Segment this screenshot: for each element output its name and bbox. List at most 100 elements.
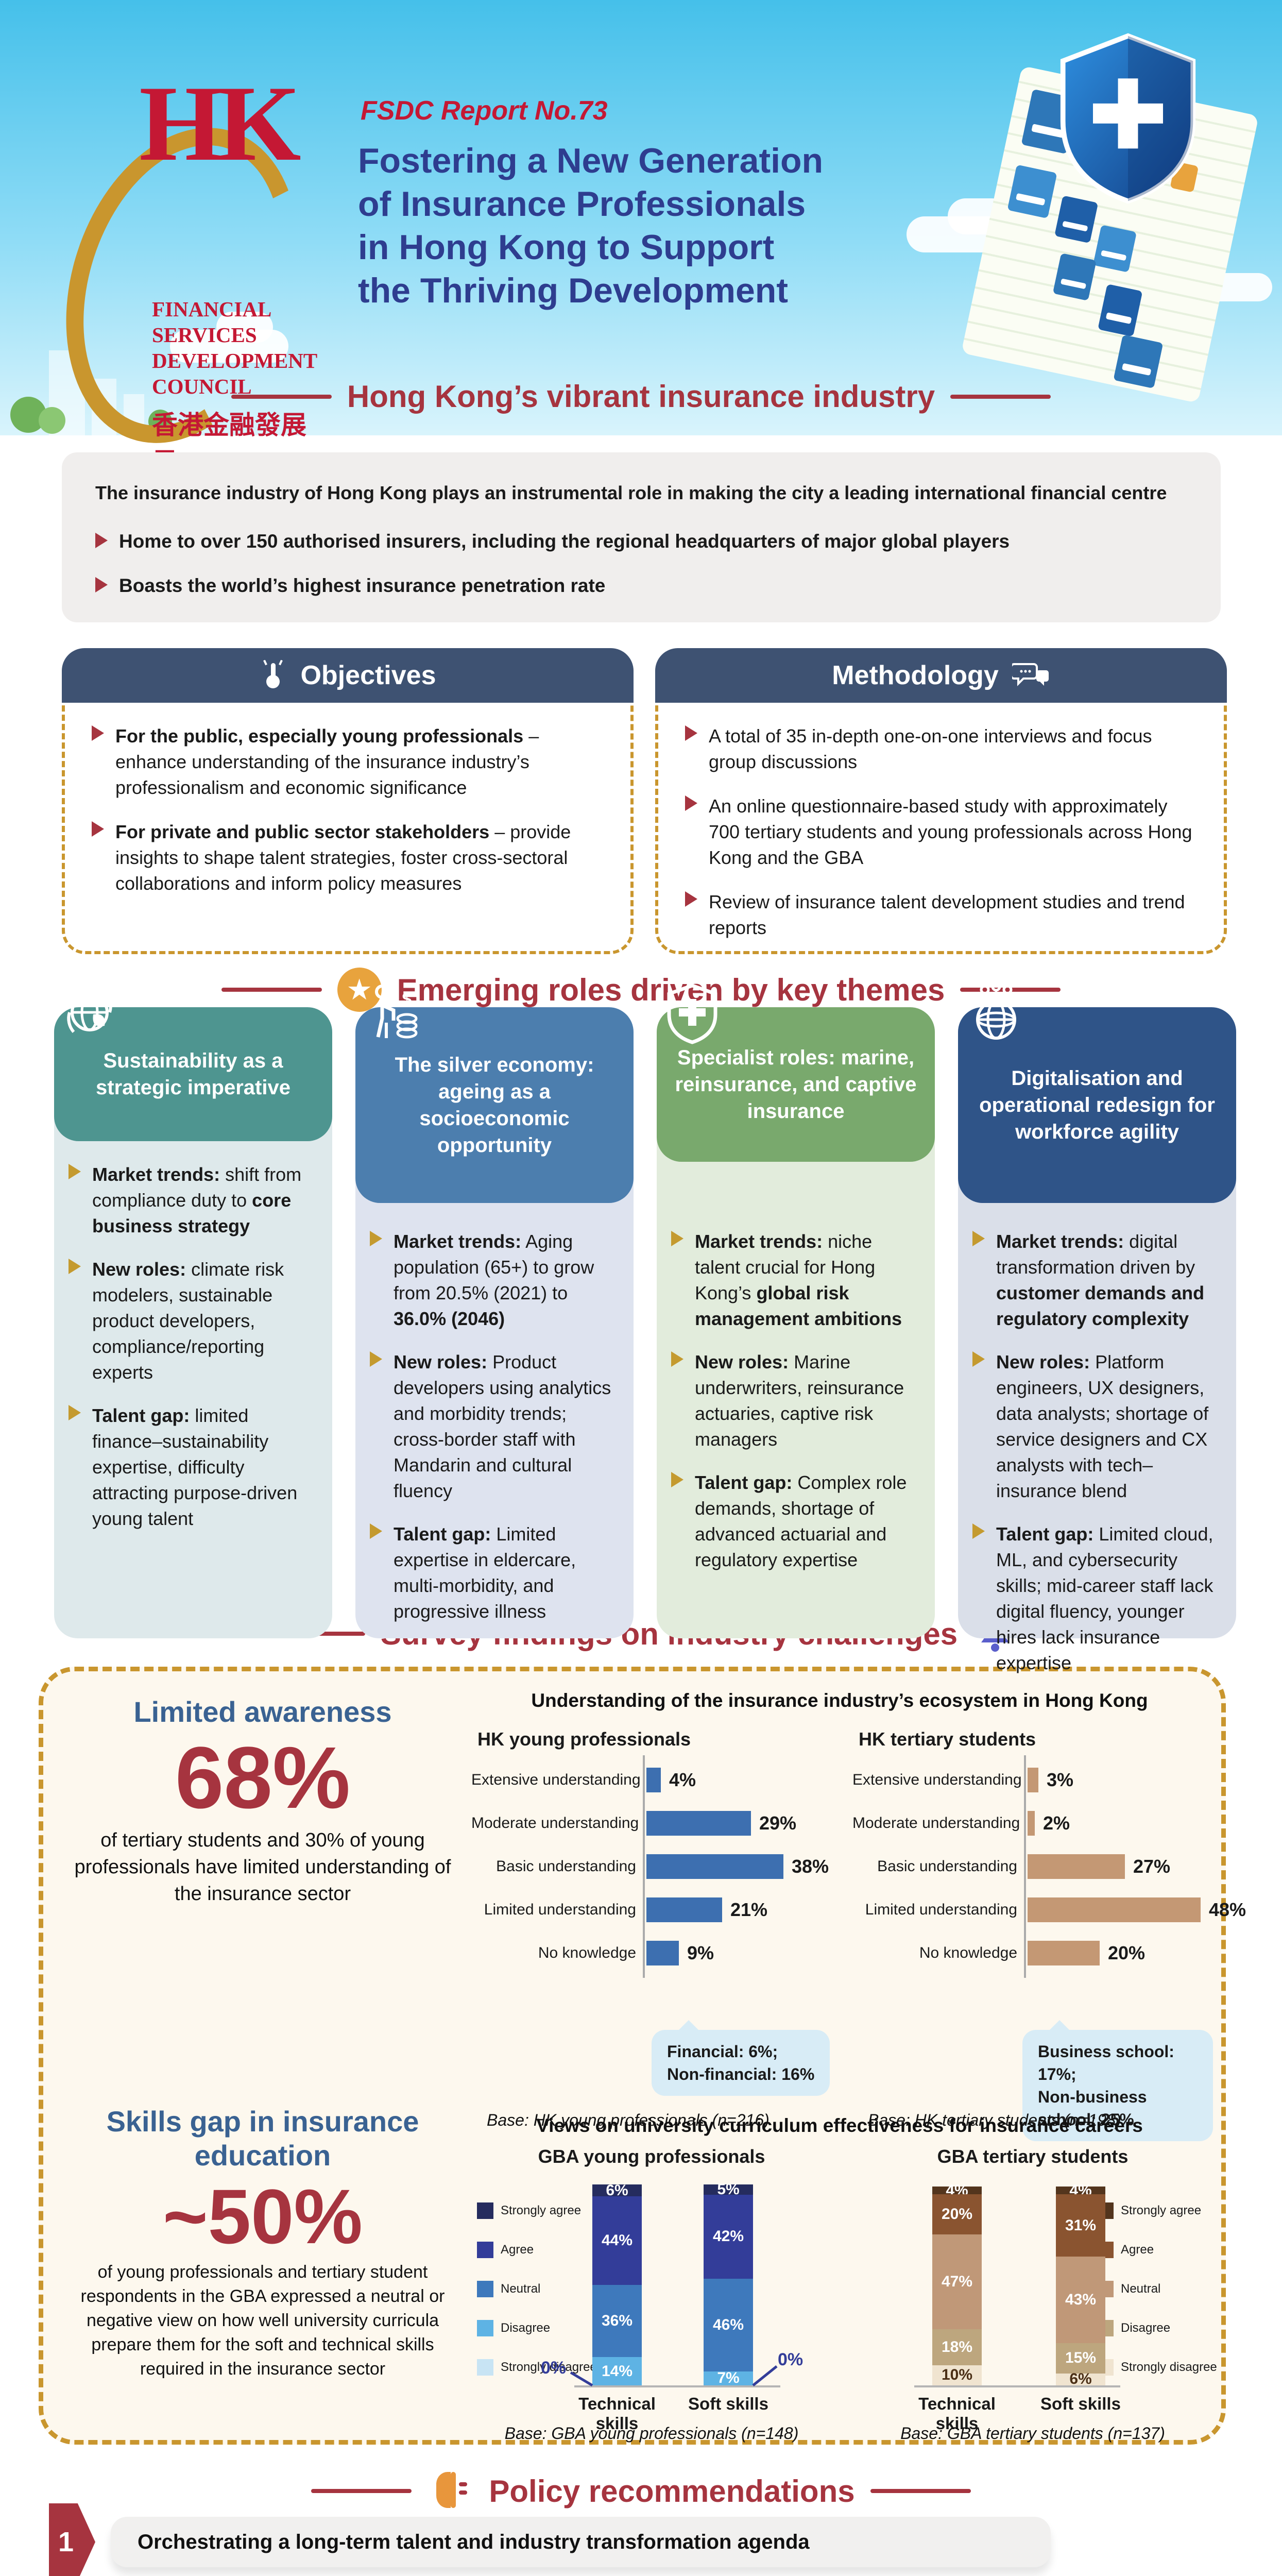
legend-label: Agree — [1121, 2243, 1154, 2257]
stat-heading: Skills gap in insurance education — [106, 2105, 419, 2172]
theme-column-body: Market trends: shift from compliance dut… — [54, 1064, 332, 1638]
stacked-category-label: Technical skills — [918, 2394, 996, 2433]
chart-value-label: 48% — [1209, 1899, 1246, 1920]
chart-bar — [1028, 1811, 1035, 1836]
theme-bullet: Market trends: digital transformation dr… — [972, 1229, 1219, 1332]
bullet-text: Talent gap: limited finance–sustainabili… — [92, 1405, 298, 1529]
chart-title: Views on university curriculum effective… — [536, 2115, 1143, 2136]
legend-label: Disagree — [1121, 2321, 1171, 2335]
theme-bullet: Talent gap: limited finance–sustainabili… — [69, 1403, 315, 1532]
triangle-bullet-icon — [972, 1231, 985, 1246]
legend-item: Neutral — [477, 2281, 597, 2297]
theme-column-title: The silver economy: ageing as a socioeco… — [395, 1054, 594, 1157]
legend-label: Agree — [501, 2243, 534, 2257]
triangle-bullet-icon — [95, 533, 108, 548]
stacked-panel-tertiary: GBA tertiary students Strongly agree Agree… — [855, 2146, 1217, 2443]
stat-heading: Limited awareness — [133, 1696, 392, 1728]
stacked-category-label: Soft skills — [1040, 2394, 1121, 2413]
bullet-text: Talent gap: Limited expertise in elderca… — [394, 1523, 576, 1622]
bullet-text: New roles: Product developers using anal… — [394, 1351, 611, 1501]
stat-description: of young professionals and tertiary stud… — [80, 2262, 445, 2379]
chart-category-label: Limited understanding — [865, 1901, 1017, 1918]
chart-bar — [646, 1941, 679, 1965]
bullet-lead: Talent gap: — [92, 1405, 190, 1426]
stacked-column: 4% 31% 43% 15% 6% — [1056, 2182, 1105, 2387]
chart-baseline — [574, 2385, 780, 2387]
doc-tile — [1007, 164, 1057, 219]
logo-hk-letters: HK — [139, 64, 301, 183]
globe-network-icon — [965, 981, 1027, 1051]
stacked-segment: 14% — [592, 2357, 642, 2385]
hand-pointer-icon — [263, 660, 283, 688]
hero-illustration — [953, 21, 1272, 412]
stacked-segment: 44% — [592, 2196, 642, 2285]
segment-value-label: 18% — [941, 2338, 973, 2355]
objective-bullet: For private and public sector stakeholde… — [92, 819, 607, 896]
limited-awareness-stat: Limited awareness 68% of tertiary studen… — [67, 1695, 458, 1907]
chart-base-note: Base: GBA young professionals (n=148) — [504, 2424, 799, 2443]
divider-dash — [870, 2489, 971, 2493]
bullet-lead: Talent gap: — [695, 1472, 793, 1493]
legend-item: Strongly disagree — [1097, 2359, 1217, 2376]
bullet-lead: New roles: — [996, 1351, 1090, 1372]
chart-category-label: Moderate understanding — [471, 1815, 639, 1832]
bullet-text: New roles: Platform engineers, UX design… — [996, 1351, 1209, 1501]
stacked-panel-header: GBA tertiary students — [937, 2146, 1129, 2167]
triangle-bullet-icon — [972, 1351, 985, 1367]
shield-cross-icon — [664, 982, 721, 1051]
skyline-building — [92, 379, 116, 435]
section-title-policy-recommendations: Policy recommendations — [0, 2468, 1282, 2514]
theme-column-header: Sustainability as a strategic imperative — [54, 992, 332, 1141]
logo-org-line: DEVELOPMENT — [152, 349, 318, 372]
triangle-bullet-icon — [972, 1523, 985, 1539]
bullet-text: Market trends: shift from compliance dut… — [92, 1164, 302, 1236]
bullet-lead: For private and public sector stakeholde… — [115, 821, 490, 842]
report-number: FSDC Report No.73 — [361, 96, 608, 126]
stat-value: ~50% — [163, 2173, 363, 2260]
legend-item: Disagree — [477, 2320, 597, 2336]
legend-swatch — [477, 2320, 493, 2336]
shield-plus-icon — [1060, 33, 1196, 204]
triangle-bullet-icon — [671, 1351, 683, 1367]
stacked-column: 5% 42% 46% 7% — [704, 2181, 753, 2386]
triangle-bullet-icon — [671, 1231, 683, 1246]
intro-bullet-text: Home to over 150 authorised insurers, in… — [119, 531, 1010, 552]
chart-bar — [646, 1811, 751, 1836]
chart-baseline — [914, 2385, 1120, 2387]
megaphone-icon — [436, 2472, 468, 2508]
ecosystem-understanding-chart: Understanding of the insurance industry’… — [464, 1690, 1246, 2141]
bullet-lead: Market trends: — [92, 1164, 220, 1185]
chart-bar — [1028, 1897, 1201, 1922]
stacked-segment: 43% — [1056, 2257, 1105, 2344]
stacked-segment: 42% — [704, 2194, 753, 2279]
logo-org-line: SERVICES — [152, 323, 257, 347]
stacked-segment: 15% — [1056, 2343, 1105, 2374]
zero-annotation: 0% — [778, 2350, 804, 2369]
stacked-segment: 20% — [932, 2194, 982, 2235]
chart-row: Extensive understanding 3% — [852, 1758, 1213, 1802]
theme-column-header: $ The silver economy: ageing as a socioec… — [355, 985, 634, 1203]
chart-bar — [646, 1768, 661, 1792]
logo-org-line: FINANCIAL — [152, 297, 272, 321]
chart-bar — [646, 1897, 722, 1922]
triangle-bullet-icon — [685, 725, 697, 741]
legend-swatch — [477, 2281, 493, 2297]
divider-dash — [221, 988, 322, 992]
triangle-bullet-icon — [92, 725, 104, 741]
segment-value-label: 14% — [601, 2362, 633, 2380]
chart-value-label: 4% — [669, 1769, 696, 1790]
triangle-bullet-icon — [92, 821, 104, 837]
theme-column-title: Digitalisation and operational redesign … — [979, 1067, 1215, 1143]
methodology-title: Methodology — [832, 660, 999, 690]
chart-row: Extensive understanding 4% — [471, 1758, 832, 1802]
chart-category-label: Moderate understanding — [852, 1815, 1020, 1832]
legend-swatch — [477, 2202, 493, 2219]
chart-row: Moderate understanding 29% — [471, 1802, 832, 1845]
theme-column-header: Specialist roles: marine, reinsurance, a… — [657, 984, 935, 1162]
stacked-segment: 47% — [932, 2234, 982, 2329]
intro-bullet: Boasts the world’s highest insurance pen… — [95, 575, 605, 597]
policy-heading-pill: Orchestrating a long-term talent and ind… — [111, 2517, 1051, 2567]
doc-tile — [1098, 284, 1143, 337]
page-title: Fostering a New Generation of Insurance … — [358, 139, 823, 312]
triangle-bullet-icon — [69, 1259, 81, 1274]
